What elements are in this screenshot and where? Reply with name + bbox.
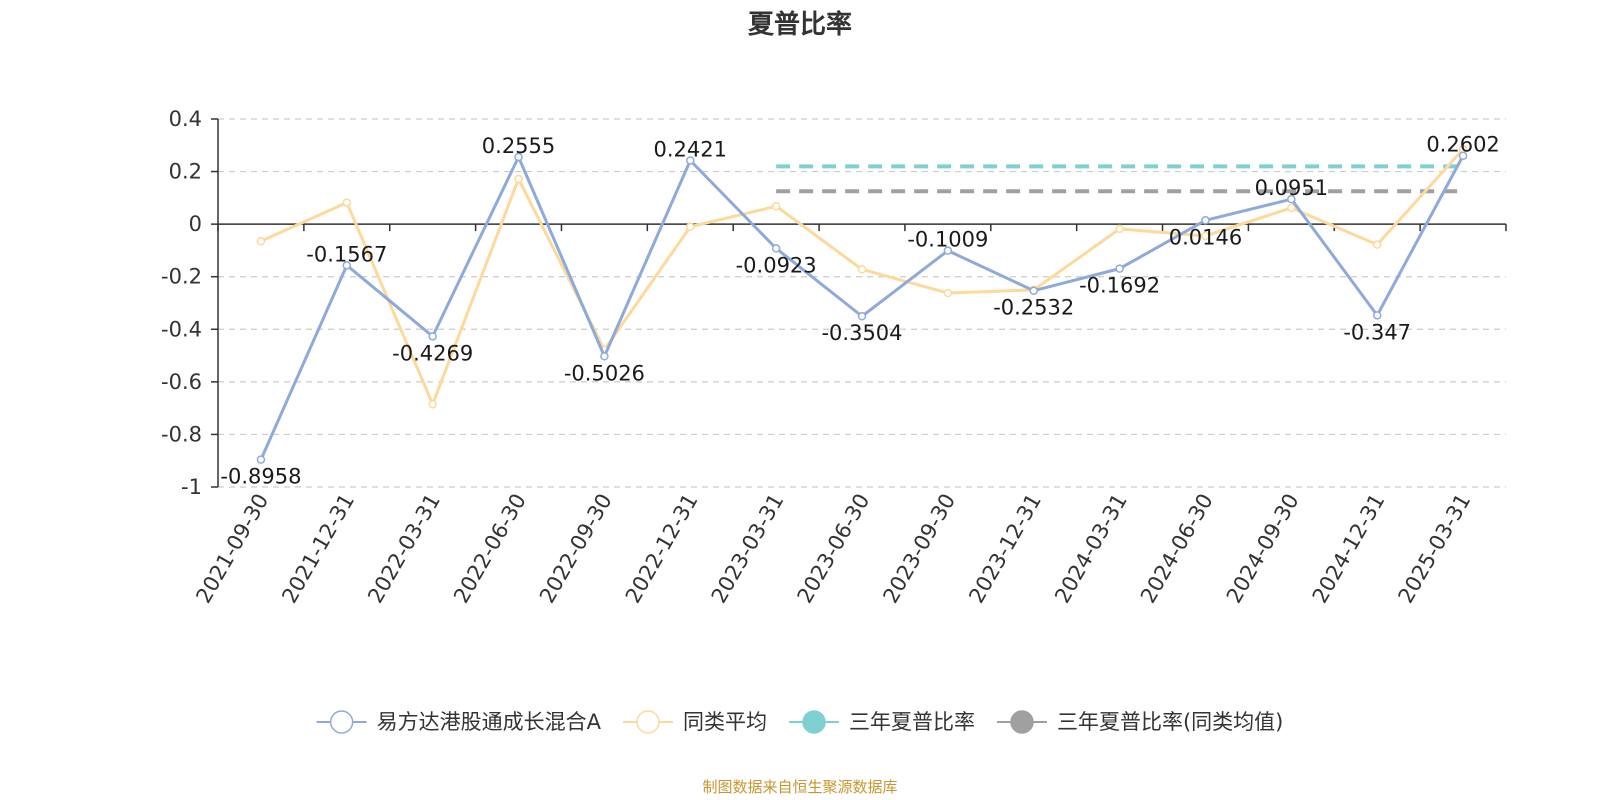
data-point — [857, 311, 867, 321]
legend-label: 同类平均 — [683, 710, 767, 734]
legend-label: 三年夏普比率 — [849, 710, 975, 734]
x-tick-label: 2022-09-30 — [535, 490, 617, 608]
data-point — [428, 399, 437, 409]
data-point — [943, 288, 953, 298]
data-point — [1458, 151, 1468, 160]
x-tick-label: 2022-12-31 — [621, 490, 703, 608]
y-tick-label: -0.8 — [161, 422, 202, 446]
data-point — [514, 152, 523, 162]
data-label: 0.2421 — [654, 138, 727, 162]
data-point — [943, 246, 953, 255]
legend-label: 三年夏普比率(同类均值) — [1057, 710, 1283, 734]
x-tick-label: 2021-09-30 — [191, 490, 273, 608]
x-tick-label: 2024-06-30 — [1136, 490, 1218, 608]
data-labels: -0.8958 -0.1567 -0.4269 0.2555 -0.5026 0.2421… — [220, 133, 1499, 489]
data-point — [686, 156, 695, 165]
data-point — [1372, 240, 1382, 249]
y-tick-label: 0.4 — [169, 107, 202, 131]
legend-item[interactable]: 三年夏普比率 — [788, 710, 975, 734]
data-point — [1372, 311, 1382, 320]
data-point — [857, 265, 867, 274]
data-point — [600, 352, 609, 361]
legend-item[interactable]: 同类平均 — [622, 710, 767, 734]
data-label: -0.1692 — [1079, 274, 1160, 298]
data-label: -0.4269 — [392, 341, 473, 365]
x-tick-label: 2022-06-30 — [449, 490, 531, 608]
legend-marker-icon — [329, 710, 354, 734]
data-label: 0.0951 — [1255, 176, 1328, 200]
legend-marker-icon — [802, 710, 826, 734]
data-label: 0.2602 — [1426, 133, 1499, 157]
data-point — [1201, 231, 1210, 241]
series-line — [259, 155, 1465, 461]
x-tick-label: 2021-12-31 — [277, 490, 359, 608]
data-source-note: 制图数据来自恒生聚源数据库 — [702, 778, 897, 796]
data-label: -0.2532 — [993, 296, 1074, 320]
series — [256, 144, 1468, 464]
legend[interactable]: 易方达港股通成长混合A 同类平均 三年夏普比率 三年夏普比率(同类均值) — [316, 710, 1284, 734]
x-tick-label: 2024-09-30 — [1222, 490, 1304, 608]
y-tick-label: 0.2 — [169, 160, 202, 184]
grid-lines — [218, 118, 1506, 488]
data-label: -0.347 — [1343, 320, 1411, 344]
y-tick-label: 0 — [189, 212, 202, 236]
legend-item[interactable]: 易方达港股通成长混合A — [316, 710, 602, 734]
data-label: -0.5026 — [564, 361, 645, 385]
legend-marker-icon — [1010, 710, 1034, 734]
data-label: -0.0923 — [736, 253, 817, 277]
data-point — [256, 236, 266, 246]
x-tick-label: 2023-06-30 — [793, 490, 875, 608]
data-point — [1115, 224, 1124, 234]
data-point — [428, 332, 437, 341]
x-tick-label: 2024-12-31 — [1308, 490, 1390, 608]
data-point — [686, 222, 695, 232]
x-tick-label: 2025-03-31 — [1394, 490, 1476, 608]
y-tick-label: -0.6 — [161, 370, 202, 394]
data-point — [514, 174, 523, 184]
data-point — [771, 202, 781, 211]
x-tick-label: 2022-03-31 — [363, 489, 445, 607]
y-tick-label: -1 — [181, 475, 202, 499]
x-tick-label: 2023-12-31 — [964, 490, 1046, 608]
data-point — [1287, 203, 1296, 213]
data-label: -0.3504 — [821, 321, 902, 345]
reference-lines — [776, 164, 1464, 194]
chart-title: 夏普比率 — [748, 9, 852, 40]
legend-marker-icon — [636, 710, 660, 734]
data-point — [342, 198, 352, 207]
x-tick-label: 2023-09-30 — [878, 490, 960, 608]
data-label: -0.1009 — [907, 228, 988, 252]
data-point — [256, 455, 266, 464]
x-tick-label: 2024-03-31 — [1050, 490, 1132, 608]
data-label: 0.2555 — [482, 134, 555, 158]
data-label: -0.8958 — [220, 465, 301, 489]
data-point — [771, 244, 781, 253]
data-point — [1029, 286, 1038, 295]
data-label: -0.1567 — [306, 242, 387, 266]
data-label: 0.0146 — [1169, 225, 1242, 249]
x-tick-label: 2023-03-31 — [707, 490, 789, 608]
data-point — [1287, 194, 1296, 204]
legend-label: 易方达港股通成长混合A — [377, 710, 602, 734]
legend-item[interactable]: 三年夏普比率(同类均值) — [996, 710, 1283, 734]
data-point — [342, 261, 352, 270]
data-point — [1115, 264, 1124, 273]
y-tick-label: -0.4 — [161, 317, 202, 341]
data-point — [1201, 216, 1210, 225]
y-tick-label: -0.2 — [161, 265, 202, 289]
